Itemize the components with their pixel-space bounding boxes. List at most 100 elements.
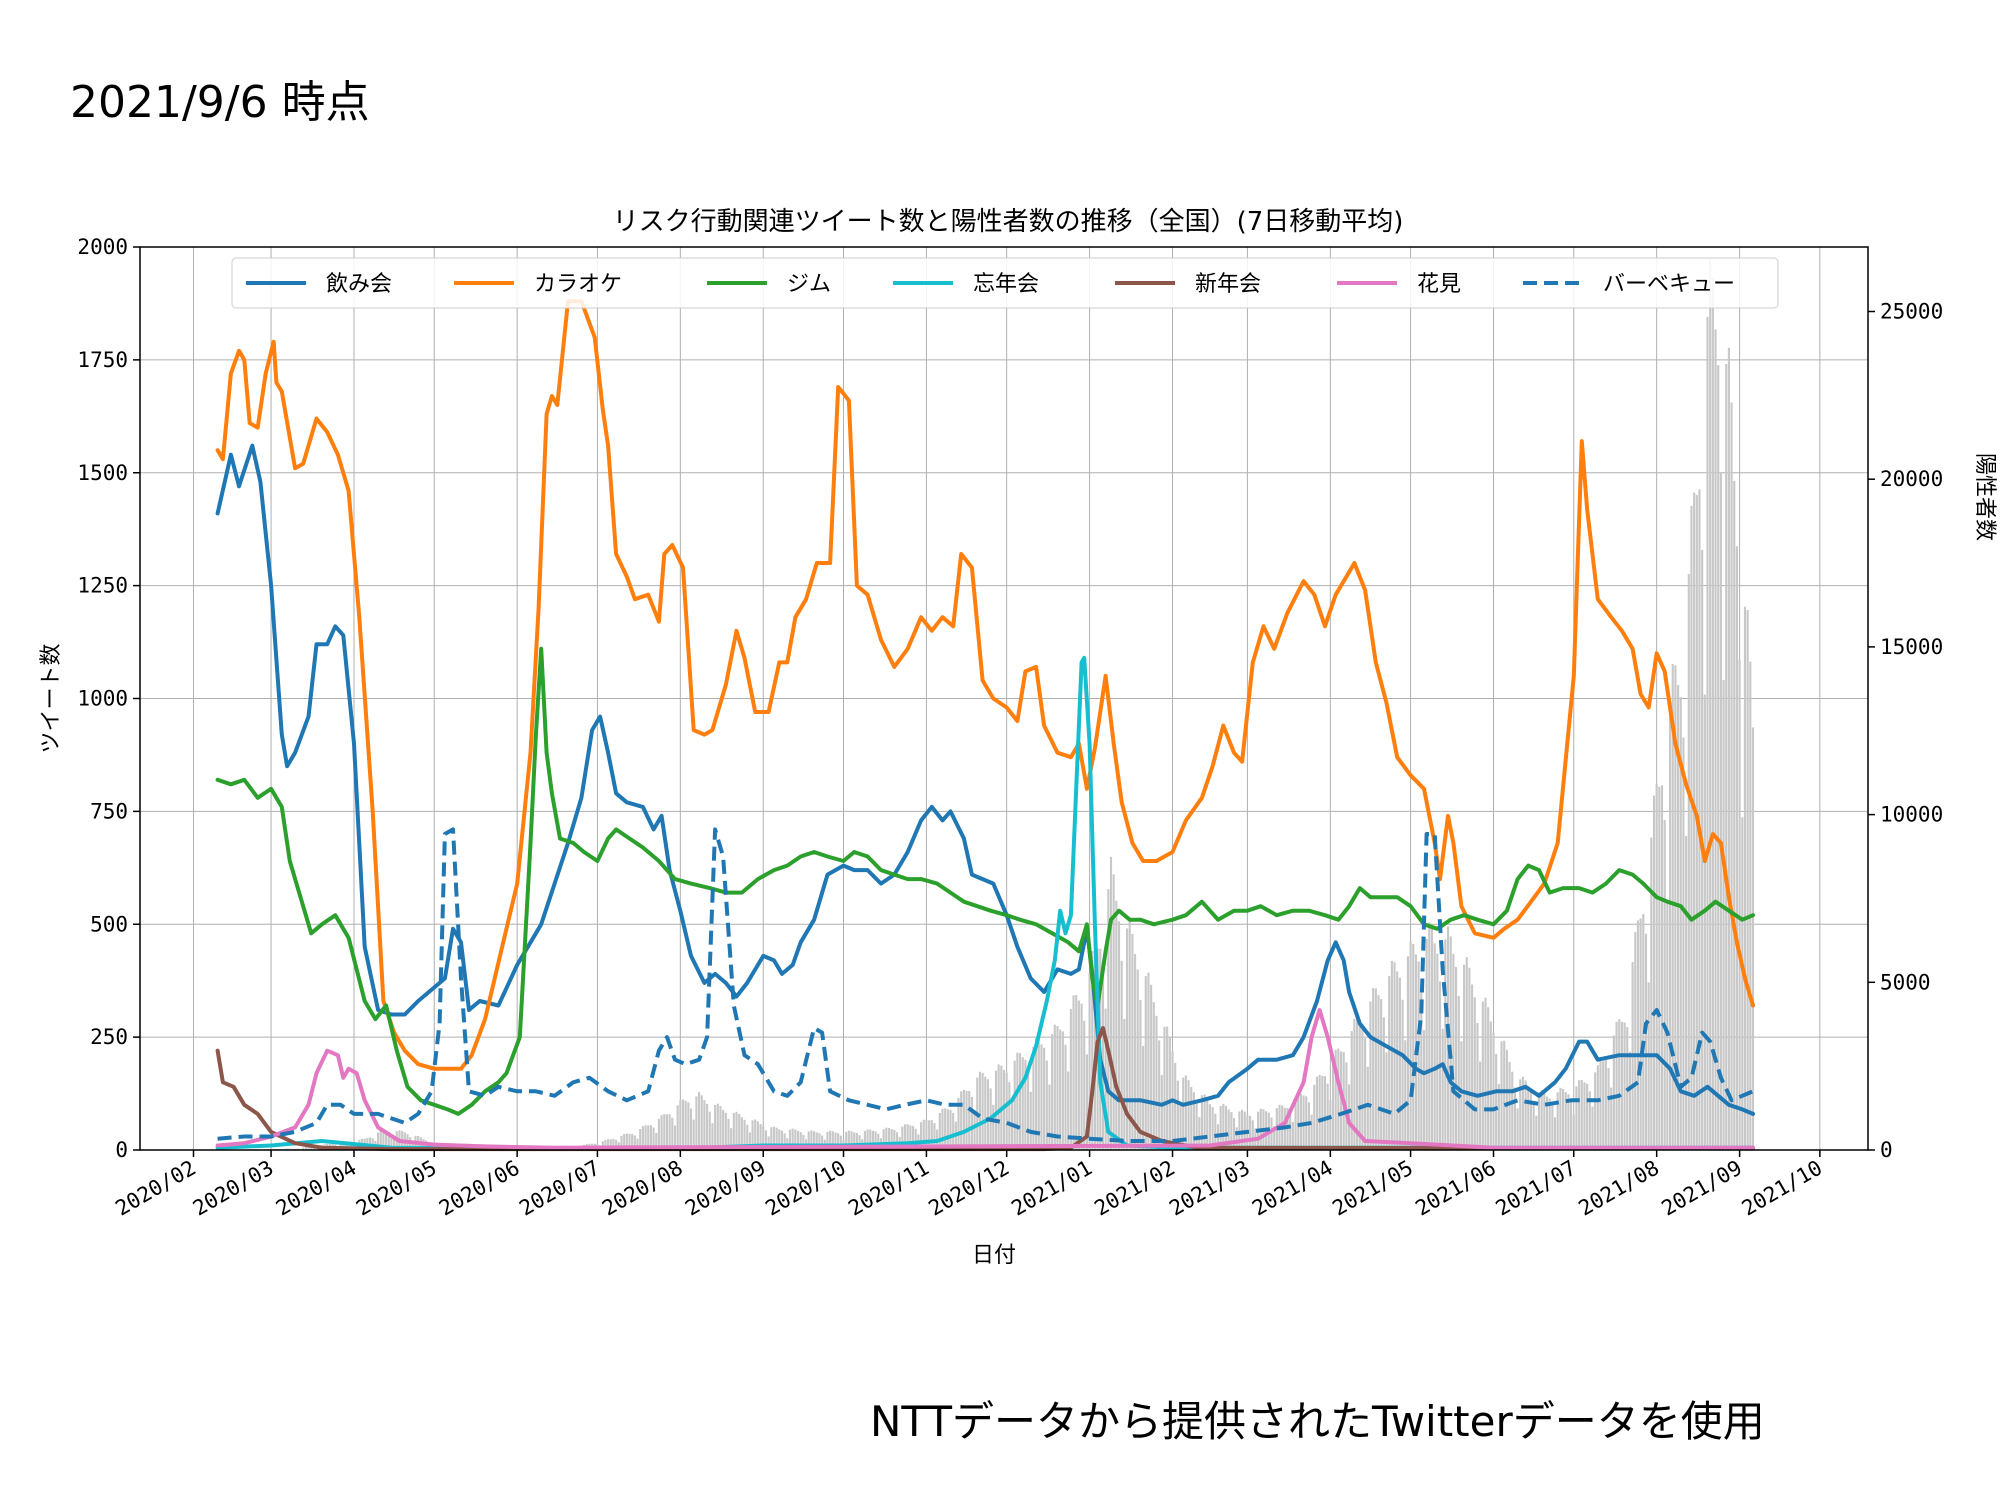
positive-cases-bar — [853, 1132, 856, 1150]
positive-cases-bar — [1706, 316, 1709, 1150]
positive-cases-bar — [1069, 1009, 1072, 1150]
positive-cases-bar — [922, 1119, 925, 1150]
positive-cases-bar — [1532, 1100, 1535, 1150]
positive-cases-bar — [1166, 1026, 1169, 1150]
positive-cases-bar — [834, 1132, 837, 1150]
positive-cases-bar — [1465, 957, 1468, 1150]
positive-cases-bar — [1339, 1051, 1343, 1150]
positive-cases-bar — [938, 1112, 941, 1150]
positive-cases-bar — [1444, 939, 1447, 1150]
positive-cases-bar — [740, 1117, 743, 1150]
positive-cases-bar — [1369, 1001, 1372, 1150]
positive-cases-bar — [821, 1135, 824, 1150]
positive-cases-bar — [1208, 1104, 1212, 1150]
x-tick-label: 2020/03 — [189, 1156, 278, 1221]
positive-cases-bar — [920, 1122, 923, 1150]
x-tick-label: 2021/05 — [1328, 1156, 1417, 1221]
x-tick-label: 2020/12 — [925, 1156, 1014, 1221]
positive-cases-bar — [1053, 1024, 1056, 1150]
positive-cases-bar — [1722, 680, 1725, 1150]
positive-cases-bar — [1516, 1108, 1519, 1150]
positive-cases-bar — [1035, 1038, 1038, 1150]
positive-cases-bar — [764, 1130, 768, 1150]
positive-cases-bar — [871, 1130, 874, 1150]
positive-cases-bar — [1586, 1083, 1589, 1150]
positive-cases-bar — [1134, 953, 1137, 1150]
positive-cases-bar — [1404, 1040, 1407, 1150]
positive-cases-bar — [1227, 1109, 1230, 1150]
positive-cases-bar — [1580, 1079, 1583, 1150]
positive-cases-bar — [1331, 1059, 1335, 1150]
positive-cases-bar — [1497, 1084, 1500, 1150]
positive-cases-bar — [1422, 1030, 1426, 1150]
positive-cases-bar — [1537, 1092, 1541, 1150]
positive-cases-bar — [1398, 977, 1401, 1150]
positive-cases-bar — [1051, 1034, 1054, 1150]
positive-cases-bar — [810, 1130, 813, 1150]
positive-cases-bar — [767, 1136, 770, 1150]
positive-cases-bar — [1390, 961, 1393, 1150]
chart-title: リスク行動関連ツイート数と陽性者数の推移（全国）(7日移動平均) — [613, 207, 1404, 237]
positive-cases-bar — [732, 1113, 735, 1150]
positive-cases-bar — [620, 1135, 623, 1150]
positive-cases-bar — [1067, 1071, 1070, 1150]
positive-cases-bar — [1735, 546, 1738, 1150]
positive-cases-bar — [1037, 1039, 1040, 1150]
positive-cases-bar — [1045, 1060, 1048, 1150]
positive-cases-bar — [1570, 1101, 1573, 1150]
positive-cases-bar — [1195, 1102, 1198, 1150]
positive-cases-bar — [1350, 1031, 1353, 1150]
positive-cases-bar — [794, 1129, 797, 1150]
positive-cases-bar — [1471, 984, 1474, 1150]
positive-cases-bar — [1495, 1053, 1498, 1150]
positive-cases-bar — [1658, 786, 1661, 1150]
positive-cases-bar — [952, 1113, 955, 1150]
positive-cases-bar — [1238, 1111, 1241, 1150]
positive-cases-bar — [668, 1114, 671, 1150]
data-source-credit: NTTデータから提供されたTwitterデータを使用 — [870, 1397, 1765, 1446]
positive-cases-bar — [1085, 1054, 1088, 1150]
positive-cases-bar — [1685, 835, 1688, 1150]
positive-cases-bar — [1115, 900, 1118, 1150]
x-tick-label: 2021/10 — [1738, 1156, 1827, 1221]
positive-cases-bar — [1372, 988, 1375, 1150]
positive-cases-bar — [1286, 1108, 1289, 1150]
positive-cases-bar — [1484, 997, 1487, 1150]
positive-cases-bar — [1655, 783, 1658, 1150]
positive-cases-bar — [874, 1131, 877, 1150]
positive-cases-bar — [911, 1125, 915, 1150]
positive-cases-bar — [928, 1120, 931, 1150]
positive-cases-bar — [1056, 1026, 1059, 1150]
positive-cases-bar — [1543, 1093, 1546, 1150]
positive-cases-bar — [970, 1096, 973, 1150]
positive-cases-bar — [906, 1124, 909, 1150]
positive-cases-bar — [647, 1125, 650, 1150]
positive-cases-bar — [1358, 1021, 1361, 1150]
positive-cases-bar — [382, 1129, 385, 1150]
positive-cases-bar — [636, 1138, 639, 1150]
positive-cases-bar — [770, 1127, 773, 1150]
positive-cases-bar — [1123, 1018, 1126, 1150]
positive-cases-bar — [944, 1108, 947, 1150]
positive-cases-bar — [679, 1100, 682, 1150]
positive-cases-bar — [687, 1102, 690, 1150]
positive-cases-bar — [1179, 1104, 1182, 1150]
positive-cases-bar — [1677, 685, 1680, 1150]
positive-cases-bar — [1198, 1117, 1201, 1150]
positive-cases-bar — [746, 1124, 749, 1150]
positive-cases-bar — [657, 1118, 661, 1150]
positive-cases-bar — [1297, 1094, 1300, 1150]
positive-cases-bar — [1623, 1022, 1626, 1150]
positive-cases-bar — [655, 1132, 658, 1150]
positive-cases-bar — [665, 1114, 669, 1150]
positive-cases-bar — [762, 1126, 765, 1150]
positive-cases-bar — [1329, 1100, 1332, 1150]
positive-cases-bar — [1005, 1072, 1008, 1150]
positive-cases-bar — [1548, 1098, 1551, 1150]
positive-cases-bar — [714, 1104, 717, 1150]
positive-cases-bar — [1503, 1040, 1506, 1150]
positive-cases-bar — [1291, 1121, 1294, 1150]
positive-cases-bar — [796, 1130, 800, 1150]
positive-cases-bar — [1091, 950, 1094, 1150]
slide-date-label: 2021/9/6 時点 — [70, 77, 370, 128]
